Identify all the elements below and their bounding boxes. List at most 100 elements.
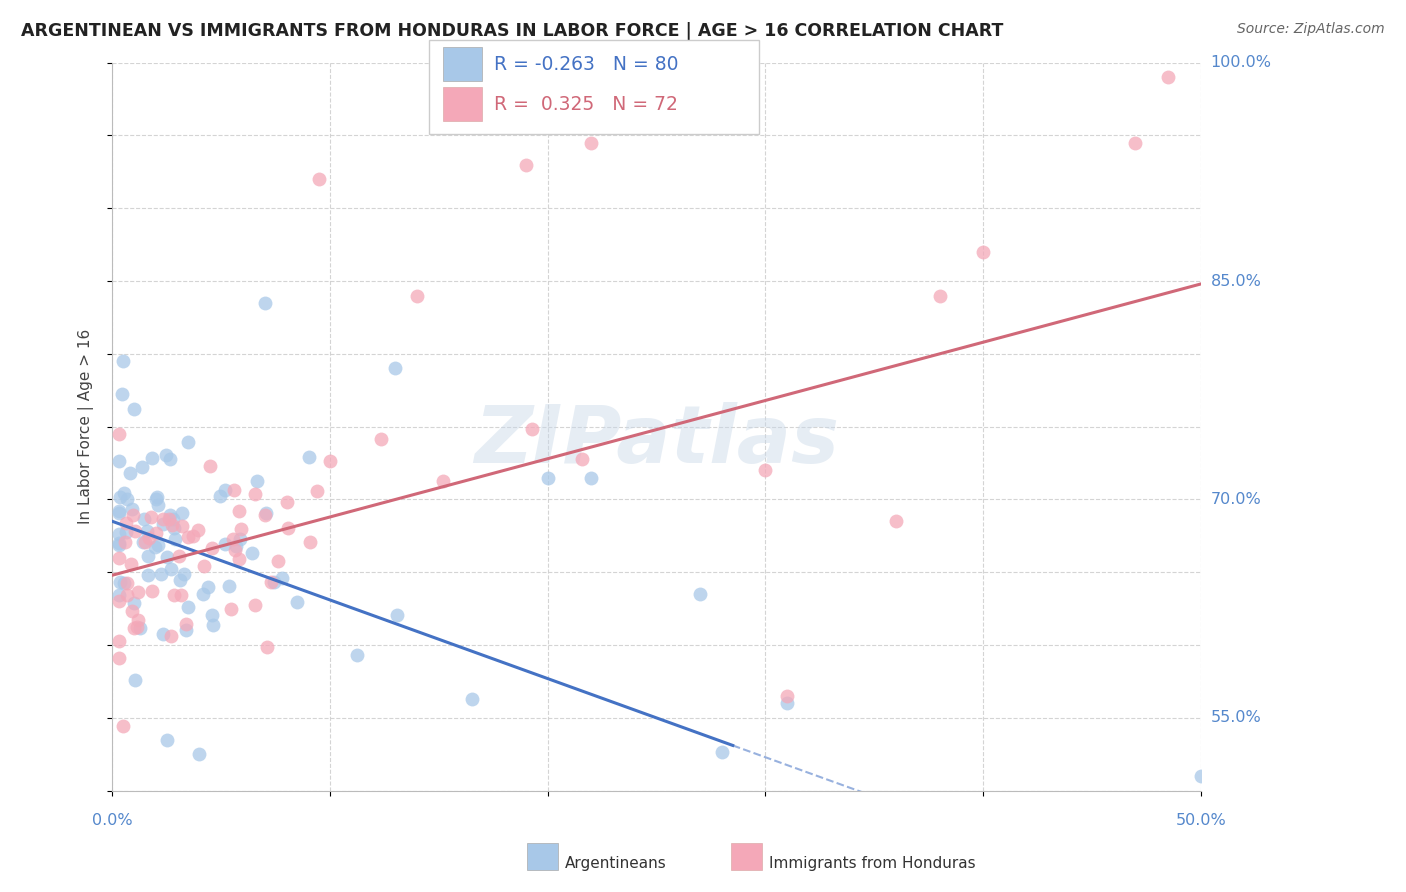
Point [253,508,276,522]
Point [122,401,145,416]
Point [177,599,200,614]
Point [201,607,224,622]
Point [127,584,149,599]
Point [146,498,169,512]
Point [145,490,167,504]
Point [108,454,131,468]
Point [228,551,250,566]
Point [110,490,132,504]
Text: R =  0.325   N = 72: R = 0.325 N = 72 [494,95,678,114]
Point [141,583,163,598]
Point [145,525,167,540]
Point [124,524,146,538]
Point [689,587,711,601]
Point [218,579,240,593]
Point [165,533,187,547]
Point [112,575,135,590]
Point [127,613,149,627]
Point [170,588,193,602]
Point [129,621,152,635]
Point [253,296,276,310]
Point [174,623,197,637]
Point [243,487,266,501]
Point [160,562,183,576]
Point [152,516,174,531]
Point [155,549,177,564]
Point [277,520,299,534]
Y-axis label: In Labor Force | Age > 16: In Labor Force | Age > 16 [79,329,94,524]
Point [754,463,776,477]
Point [115,588,138,602]
Point [156,732,179,747]
Point [141,510,163,524]
Point [173,566,195,581]
Point [928,288,950,302]
Point [214,483,236,498]
Point [224,483,246,497]
Point [177,530,200,544]
Point [146,538,169,552]
Text: 0.0%: 0.0% [91,813,132,828]
Point [537,470,560,484]
Point [108,527,131,541]
Text: R = -0.263   N = 80: R = -0.263 N = 80 [494,54,678,74]
Point [112,486,135,500]
Point [776,697,799,711]
Point [108,593,131,607]
Point [298,450,321,465]
Point [108,651,131,665]
Point [145,492,167,507]
Point [201,541,224,555]
Point [143,540,166,554]
Point [461,692,484,706]
Point [581,470,603,484]
Point [121,603,143,617]
Point [298,534,321,549]
Point [117,491,139,506]
Point [162,588,184,602]
Point [187,523,209,537]
Text: Argentineans: Argentineans [565,856,666,871]
Point [208,489,231,503]
Text: ARGENTINEAN VS IMMIGRANTS FROM HONDURAS IN LABOR FORCE | AGE > 16 CORRELATION CH: ARGENTINEAN VS IMMIGRANTS FROM HONDURAS … [21,22,1004,40]
Point [776,689,799,703]
Text: 70.0%: 70.0% [1211,492,1261,507]
Point [170,519,193,533]
Point [181,529,204,543]
Text: 55.0%: 55.0% [1211,710,1261,725]
Point [198,459,221,474]
Point [308,172,330,186]
Point [141,451,163,466]
Point [256,640,278,654]
Point [136,549,159,563]
Point [132,512,155,526]
Point [162,517,184,532]
Point [136,524,159,539]
Point [152,626,174,640]
Point [1189,769,1212,783]
Point [432,475,454,489]
Point [159,508,181,523]
Point [224,542,246,557]
Point [169,573,191,587]
Point [162,521,184,535]
Point [263,574,285,589]
Point [159,629,181,643]
Point [124,673,146,687]
Point [225,540,247,554]
Point [406,288,429,302]
Point [111,718,134,732]
Point [385,607,408,622]
Point [122,596,145,610]
Point [346,648,368,663]
Point [121,558,143,572]
Text: 50.0%: 50.0% [1175,813,1226,828]
Point [222,532,245,546]
Point [287,595,309,609]
Point [108,634,131,648]
Point [152,512,174,526]
Point [159,451,181,466]
Point [972,244,994,259]
Point [108,551,131,566]
Point [108,504,131,518]
